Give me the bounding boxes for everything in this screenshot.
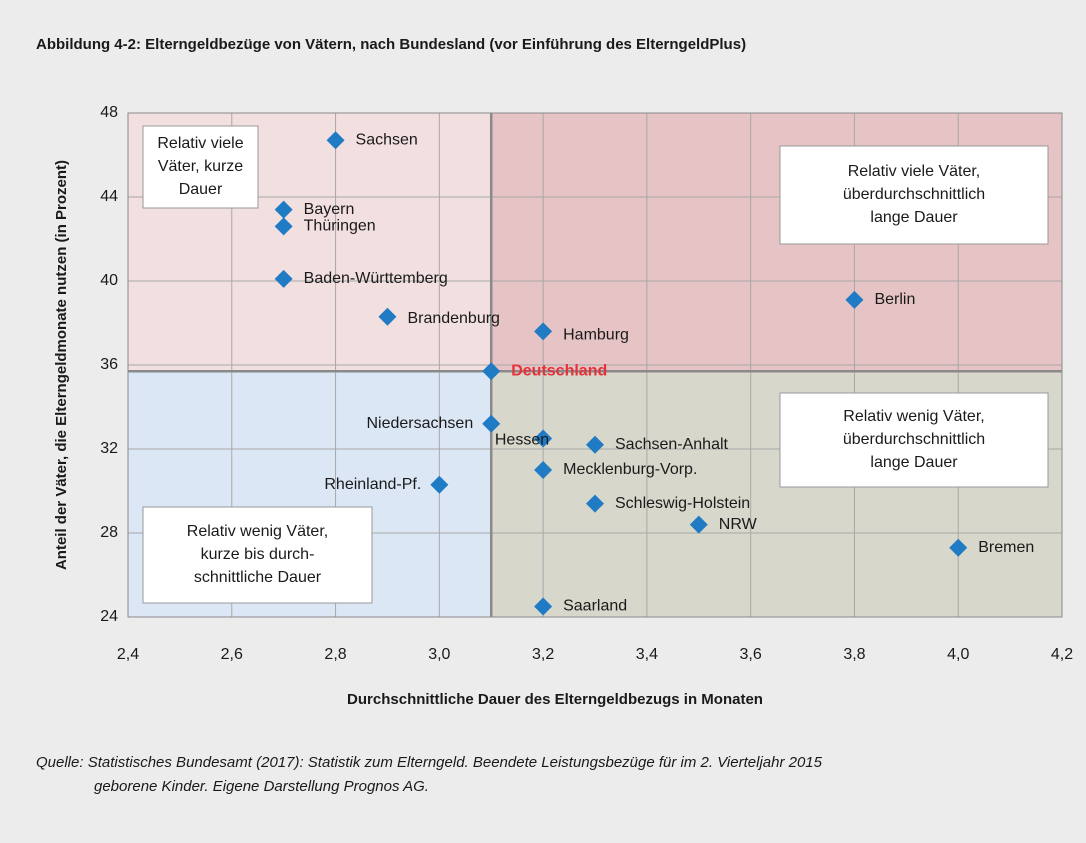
point-label: Bayern (304, 201, 355, 218)
point (378, 307, 397, 326)
annotation-text: Väter, kurze (158, 158, 243, 175)
y-tick-label: 24 (100, 608, 118, 625)
y-tick-label: 44 (100, 188, 118, 205)
point (430, 475, 449, 494)
annotation-text: überdurchschnittlich (843, 186, 985, 203)
x-tick-label: 3,6 (740, 646, 762, 663)
point-label: Sachsen (356, 132, 418, 149)
annotation-text: lange Dauer (870, 454, 958, 471)
x-tick-label: 2,4 (117, 646, 139, 663)
point-label: Hessen (495, 432, 549, 449)
point-label: Saarland (563, 598, 627, 615)
x-tick-label: 2,8 (324, 646, 346, 663)
point-label: NRW (719, 516, 758, 533)
y-axis-title: Anteil der Väter, die Elterngeldmonate n… (53, 160, 70, 570)
point (326, 131, 345, 150)
point (534, 597, 553, 616)
y-tick-label: 40 (100, 272, 118, 289)
y-tick-label: 36 (100, 356, 118, 373)
point-label: Brandenburg (407, 310, 500, 327)
point-label: Baden-Württemberg (304, 270, 448, 287)
annotation-box (779, 392, 1049, 488)
x-tick-label: 3,8 (843, 646, 865, 663)
annotation-text: Dauer (179, 181, 223, 198)
point (534, 461, 553, 479)
point-label: Rheinland-Pf. (324, 476, 421, 493)
point (534, 322, 553, 341)
point (845, 290, 864, 309)
point-label: Deutschland (511, 363, 607, 380)
point-label: Thüringen (304, 218, 376, 235)
annotation-text: lange Dauer (870, 209, 958, 226)
y-tick-label: 28 (100, 524, 118, 541)
annotation-text: Relativ viele Väter, (848, 163, 981, 180)
annotation-text: schnittliche Dauer (194, 569, 322, 586)
point (482, 362, 501, 381)
annotation-text: Relativ viele (157, 135, 243, 152)
point-label: Sachsen-Anhalt (615, 436, 729, 453)
x-axis-title: Durchschnittliche Dauer des Elterngeldbe… (347, 691, 763, 708)
x-tick-label: 4,0 (947, 646, 969, 663)
point (586, 494, 604, 513)
point-label: Berlin (874, 291, 915, 308)
point (482, 414, 501, 433)
annotation-text: kurze bis durch- (201, 546, 315, 563)
source-note: Quelle: Statistisches Bundesamt (2017): … (36, 754, 823, 771)
point (534, 429, 553, 448)
x-tick-label: 2,6 (221, 646, 243, 663)
point-label: Hamburg (563, 327, 629, 344)
annotation-box (779, 145, 1049, 245)
annotation-text: überdurchschnittlich (843, 431, 985, 448)
x-tick-label: 3,4 (636, 646, 658, 663)
point-label: Niedersachsen (366, 415, 473, 432)
point (274, 200, 293, 219)
y-tick-label: 32 (100, 440, 118, 457)
point (949, 538, 968, 557)
source-note: geborene Kinder. Eigene Darstellung Prog… (94, 778, 429, 795)
annotation-text: Relativ wenig Väter, (187, 523, 328, 540)
annotation-box (142, 506, 373, 604)
chart-title: Abbildung 4-2: Elterngeldbezüge von Väte… (36, 36, 746, 53)
x-tick-label: 3,0 (428, 646, 450, 663)
point (586, 435, 604, 454)
point-label: Schleswig-Holstein (615, 495, 750, 512)
point-label: Bremen (978, 539, 1034, 556)
point (274, 217, 293, 236)
annotation-text: Relativ wenig Väter, (843, 408, 984, 425)
x-tick-label: 3,2 (532, 646, 554, 663)
x-tick-label: 4,2 (1051, 646, 1073, 663)
plot-border (127, 112, 1063, 618)
annotation-box (142, 125, 259, 209)
point-label: Mecklenburg-Vorp. (563, 461, 697, 478)
point (274, 269, 293, 288)
y-tick-label: 48 (100, 104, 118, 121)
point (689, 515, 708, 534)
